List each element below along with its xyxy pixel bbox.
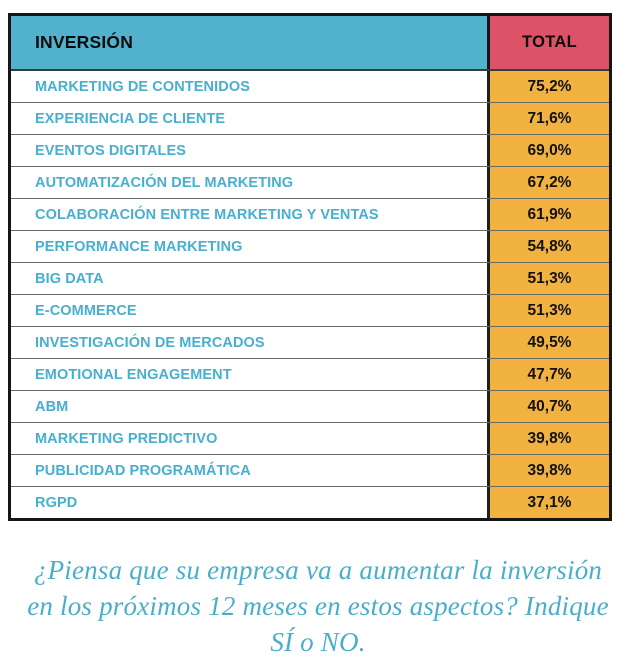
row-label: AUTOMATIZACIÓN DEL MARKETING [11, 167, 487, 198]
row-label: MARKETING DE CONTENIDOS [11, 71, 487, 102]
row-label: INVESTIGACIÓN DE MERCADOS [11, 327, 487, 358]
investment-table: INVERSIÓN TOTAL MARKETING DE CONTENIDOS … [8, 13, 612, 521]
row-value: 71,6% [487, 103, 609, 134]
row-label: MARKETING PREDICTIVO [11, 423, 487, 454]
header-inversion: INVERSIÓN [11, 16, 487, 69]
table-row: ABM 40,7% [11, 390, 609, 422]
row-value: 51,3% [487, 295, 609, 326]
table-header-row: INVERSIÓN TOTAL [11, 16, 609, 71]
row-label: BIG DATA [11, 263, 487, 294]
row-value: 69,0% [487, 135, 609, 166]
row-value: 67,2% [487, 167, 609, 198]
row-label: RGPD [11, 487, 487, 518]
row-label: E-COMMERCE [11, 295, 487, 326]
row-value: 47,7% [487, 359, 609, 390]
row-value: 54,8% [487, 231, 609, 262]
row-label: PERFORMANCE MARKETING [11, 231, 487, 262]
row-value: 51,3% [487, 263, 609, 294]
table-row: MARKETING PREDICTIVO 39,8% [11, 422, 609, 454]
survey-question-caption: ¿Piensa que su empresa va a aumentar la … [0, 552, 636, 660]
caption-line-3: SÍ o NO. [270, 627, 366, 657]
table-row: RGPD 37,1% [11, 486, 609, 518]
row-label: ABM [11, 391, 487, 422]
table-row: PERFORMANCE MARKETING 54,8% [11, 230, 609, 262]
row-value: 49,5% [487, 327, 609, 358]
row-value: 75,2% [487, 71, 609, 102]
row-value: 61,9% [487, 199, 609, 230]
table-row: EMOTIONAL ENGAGEMENT 47,7% [11, 358, 609, 390]
table-row: PUBLICIDAD PROGRAMÁTICA 39,8% [11, 454, 609, 486]
row-value: 39,8% [487, 455, 609, 486]
table-row: COLABORACIÓN ENTRE MARKETING Y VENTAS 61… [11, 198, 609, 230]
row-label: PUBLICIDAD PROGRAMÁTICA [11, 455, 487, 486]
table-row: MARKETING DE CONTENIDOS 75,2% [11, 71, 609, 102]
row-value: 37,1% [487, 487, 609, 518]
row-label: EMOTIONAL ENGAGEMENT [11, 359, 487, 390]
row-label: COLABORACIÓN ENTRE MARKETING Y VENTAS [11, 199, 487, 230]
caption-line-2: en los próximos 12 meses en estos aspect… [27, 591, 609, 621]
table-row: E-COMMERCE 51,3% [11, 294, 609, 326]
caption-line-1: ¿Piensa que su empresa va a aumentar la … [33, 555, 603, 585]
table-row: BIG DATA 51,3% [11, 262, 609, 294]
header-total: TOTAL [487, 16, 609, 69]
row-label: EVENTOS DIGITALES [11, 135, 487, 166]
table-row: EVENTOS DIGITALES 69,0% [11, 134, 609, 166]
row-value: 40,7% [487, 391, 609, 422]
table-row: INVESTIGACIÓN DE MERCADOS 49,5% [11, 326, 609, 358]
row-value: 39,8% [487, 423, 609, 454]
table-row: AUTOMATIZACIÓN DEL MARKETING 67,2% [11, 166, 609, 198]
row-label: EXPERIENCIA DE CLIENTE [11, 103, 487, 134]
table-row: EXPERIENCIA DE CLIENTE 71,6% [11, 102, 609, 134]
